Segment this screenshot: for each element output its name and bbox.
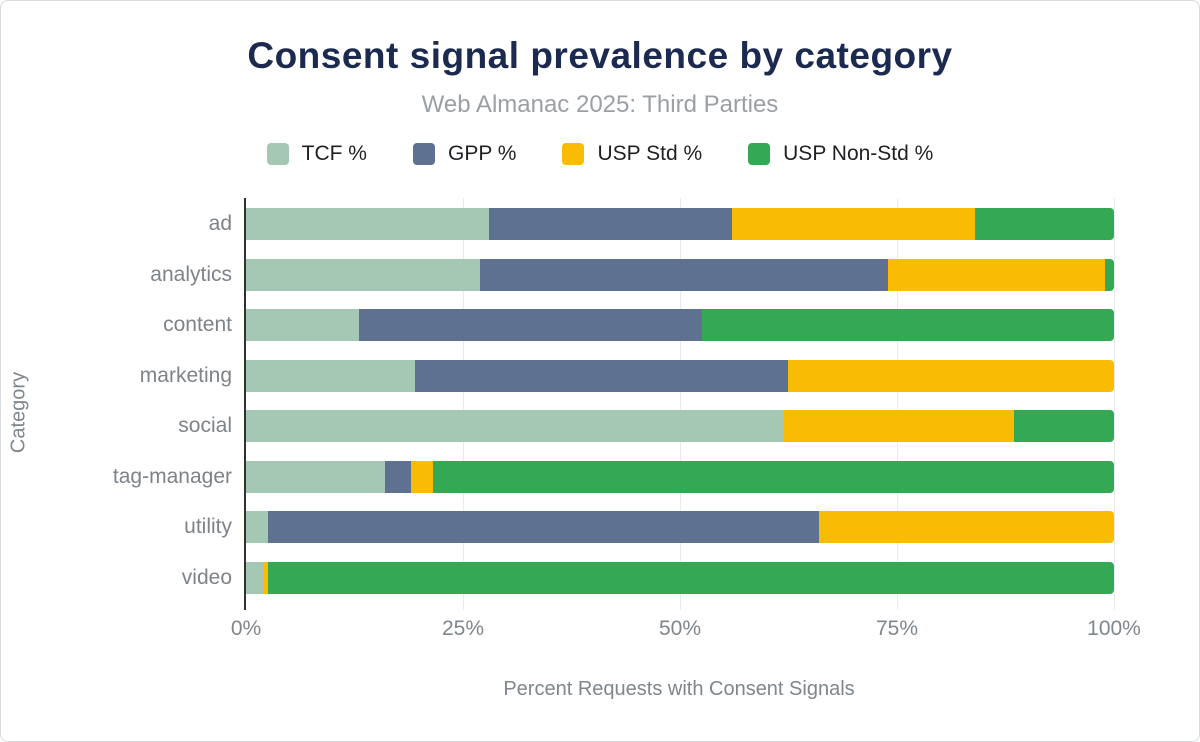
stacked-bar [246,561,1114,594]
bar-segment [410,460,433,493]
legend-swatch [562,143,585,165]
bar-row [246,199,1114,250]
category-label: social [178,414,232,438]
bar-segment [788,359,1114,392]
stacked-bar [246,208,1114,241]
bar-row [246,502,1114,553]
gridline [680,198,681,610]
category-label: video [181,565,232,589]
bar-row [246,300,1114,351]
category-label: content [163,313,232,337]
bar-segment [267,511,819,544]
x-tick-label: 100% [1087,617,1141,640]
stacked-bar [246,410,1114,443]
bar-segment [358,309,702,342]
legend-label: TCF % [301,142,367,165]
bar-segment [246,309,359,342]
bar-segment [384,460,411,493]
bar-segment [784,410,1015,443]
bar-segment [1105,258,1114,291]
chart-title: Consent signal prevalence by category [247,35,953,76]
x-tick-label: 75% [875,617,919,640]
stacked-bar [246,460,1114,493]
legend-swatch [412,143,435,165]
bar-segment [267,561,1114,594]
stacked-bar [246,359,1114,392]
bar-segment [818,511,1114,544]
legend-swatch [266,143,289,165]
bar-segment [415,359,789,392]
x-axis-ticks: 0% 25% 50% 75% 100% [231,617,1141,647]
chart-subtitle: Web Almanac 2025: Third Parties [421,91,779,118]
legend-item: USP Std % [562,142,702,166]
legend-item: USP Non-Std % [748,142,933,166]
bar-segment [246,561,264,594]
bar-segment [975,208,1114,241]
gridline [463,198,464,610]
bar-segment [246,208,490,241]
bar-segment [888,258,1106,291]
bar-segment [246,359,416,392]
bar-segment [1014,410,1114,443]
bar-row [246,452,1114,503]
legend: TCF % GPP % USP Std % USP Non-Std % [1,142,1199,166]
stacked-bar [246,258,1114,291]
legend-item: GPP % [412,142,517,166]
bar-row [246,553,1114,604]
bar-segment [263,561,268,594]
bar-row [246,401,1114,452]
category-label: tag-manager [112,464,232,488]
bar-segment [246,511,268,544]
x-tick-label: 50% [658,617,702,640]
plot-area [246,198,1115,610]
bar-segment [480,258,889,291]
legend-label: USP Std % [597,142,703,165]
bar-row [246,351,1114,402]
x-tick-label: 25% [441,617,485,640]
y-axis-line [244,198,246,610]
x-axis-title: Percent Requests with Consent Signals [503,678,855,700]
category-label: ad [208,212,232,236]
gridline [897,198,898,610]
stacked-bar [246,511,1114,544]
bar-segment [246,410,785,443]
legend-swatch [748,143,771,165]
bar-segment [432,460,1114,493]
bar-segment [246,460,385,493]
bar-segment [489,208,733,241]
stacked-bar [246,309,1114,342]
category-label: utility [184,515,232,539]
legend-item: TCF % [266,142,367,166]
y-axis-labels: ad analytics content marketing social tag-man… [1,199,232,603]
legend-label: GPP % [447,142,517,165]
bar-segment [246,258,481,291]
gridline [1114,198,1115,610]
category-label: marketing [139,363,232,387]
legend-label: USP Non-Std % [783,142,934,165]
bar-segment [701,309,1114,342]
x-tick-label: 0% [230,617,262,640]
bar-segment [732,208,976,241]
category-label: analytics [150,262,232,286]
bar-row [246,250,1114,301]
